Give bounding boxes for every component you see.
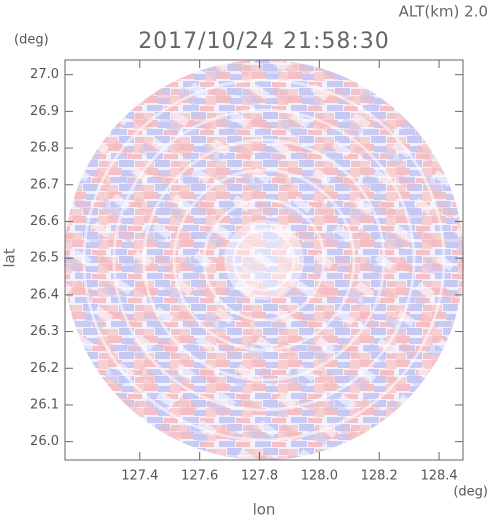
y-axis-label: lat (1, 248, 19, 267)
x-tick-label: 127.4 (121, 469, 158, 484)
x-tick-label: 128.4 (420, 469, 457, 484)
x-axis-label: lon (253, 501, 276, 519)
y-tick-label: 27.0 (30, 67, 59, 82)
y-tick-label: 26.4 (30, 287, 59, 302)
y-tick-label: 26.8 (30, 141, 59, 156)
radar-field (64, 60, 464, 460)
x-tick-label: 128.0 (301, 469, 338, 484)
y-axis-unit: (deg) (14, 33, 49, 48)
y-tick-label: 26.6 (30, 214, 59, 229)
chart-title: 2017/10/24 21:58:30 (138, 29, 390, 54)
x-tick-label: 128.2 (361, 469, 398, 484)
x-tick-label: 127.6 (181, 469, 218, 484)
x-tick-label: 127.8 (241, 469, 278, 484)
x-axis-unit: (deg) (453, 485, 488, 500)
y-tick-label: 26.9 (30, 104, 59, 119)
y-tick-label: 26.5 (30, 251, 59, 266)
y-tick-label: 26.2 (30, 361, 59, 376)
y-tick-label: 26.7 (30, 177, 59, 192)
y-tick-label: 26.1 (30, 397, 59, 412)
annotation: ALT(km) 2.0 (399, 3, 488, 21)
y-tick-label: 26.3 (30, 324, 59, 339)
plot-frame (64, 59, 464, 461)
y-tick-label: 26.0 (30, 434, 59, 449)
